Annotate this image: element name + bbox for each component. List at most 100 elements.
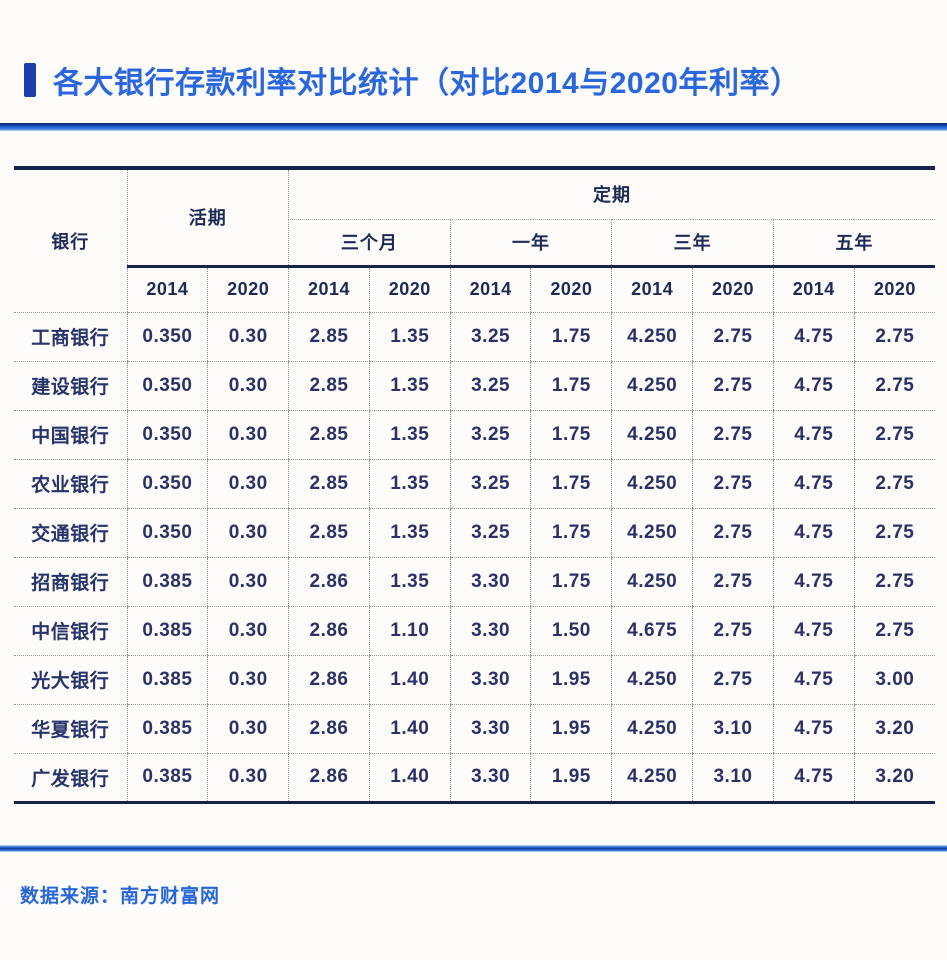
year-header-cell: 2020 (853, 266, 935, 313)
rate-value-cell: 4.250 (611, 557, 693, 607)
rate-value-cell: 0.385 (126, 753, 208, 804)
header-term-row: 三个月 一年 三年 五年 (14, 219, 935, 268)
rate-value-cell: 4.250 (611, 312, 693, 362)
year-header-cell: 2014 (449, 266, 531, 313)
rate-value-cell: 4.75 (772, 606, 855, 656)
rate-value-cell: 1.75 (530, 508, 612, 558)
rate-value-cell: 2.86 (288, 606, 370, 656)
rate-value-cell: 2.85 (288, 410, 370, 460)
term-5-year-header: 五年 (772, 219, 935, 268)
rate-value-cell: 4.250 (611, 459, 693, 509)
rate-value-cell: 3.30 (449, 606, 531, 656)
rate-value-cell: 1.10 (368, 606, 451, 656)
rate-value-cell: 0.30 (207, 753, 289, 804)
year-header-cell: 2014 (288, 266, 370, 313)
page-title: 各大银行存款利率对比统计（对比2014与2020年利率） (53, 67, 801, 100)
data-source-text: 数据来源：南方财富网 (20, 885, 221, 907)
rate-value-cell: 2.86 (288, 655, 370, 705)
rate-value-cell: 1.95 (530, 753, 612, 804)
rate-value-cell: 3.25 (449, 410, 531, 460)
rate-value-cell: 2.86 (288, 753, 370, 804)
rate-value-cell: 4.250 (611, 508, 693, 558)
rate-value-cell: 3.25 (449, 459, 531, 509)
rate-value-cell: 2.75 (853, 361, 935, 411)
year-header-cell: 2020 (368, 266, 451, 313)
rate-value-cell: 3.20 (853, 753, 935, 804)
rate-value-cell: 1.40 (368, 704, 451, 754)
bank-name-cell: 中信银行 (14, 606, 127, 656)
header-group-row: 银行 活期 定期 (14, 168, 935, 313)
rate-value-cell: 2.75 (853, 410, 935, 460)
rate-value-cell: 3.25 (449, 312, 531, 362)
rate-value-cell: 4.75 (772, 753, 855, 804)
rate-value-cell: 2.75 (692, 655, 774, 705)
rate-value-cell: 1.75 (530, 459, 612, 509)
rate-value-cell: 1.95 (530, 704, 612, 754)
rate-value-cell: 2.85 (288, 508, 370, 558)
rate-value-cell: 3.30 (449, 753, 531, 804)
rate-value-cell: 0.30 (207, 361, 289, 411)
rate-value-cell: 4.250 (611, 655, 693, 705)
header-years-row: 2014 2020 2014 2020 2014 2020 2014 2020 2014 2020 (14, 266, 935, 313)
rate-value-cell: 1.35 (368, 312, 451, 362)
rate-value-cell: 4.250 (611, 704, 693, 754)
rate-value-cell: 4.250 (611, 361, 693, 411)
bank-name-cell: 招商银行 (14, 557, 127, 607)
term-1-year-header: 一年 (449, 219, 612, 268)
rate-value-cell: 3.10 (692, 704, 774, 754)
rate-value-cell: 4.75 (772, 557, 855, 607)
rate-value-cell: 0.385 (126, 704, 208, 754)
demand-deposit-header: 活期 (126, 168, 289, 268)
bank-name-cell: 光大银行 (14, 655, 127, 705)
rate-value-cell: 4.250 (611, 753, 693, 804)
rate-value-cell: 3.20 (853, 704, 935, 754)
table-row: 建设银行 0.350 0.30 2.85 1.35 3.25 1.75 4.250 2.75 4.… (14, 361, 935, 411)
top-divider-line (0, 123, 947, 131)
year-header-cell: 2020 (207, 266, 289, 313)
rate-value-cell: 1.50 (530, 606, 612, 656)
year-header-cell: 2014 (126, 266, 208, 313)
rate-value-cell: 1.35 (368, 459, 451, 509)
rate-value-cell: 2.85 (288, 459, 370, 509)
rate-value-cell: 1.75 (530, 557, 612, 607)
rate-value-cell: 1.75 (530, 361, 612, 411)
rate-value-cell: 1.75 (530, 312, 612, 362)
rate-value-cell: 0.350 (126, 361, 208, 411)
rate-value-cell: 1.35 (368, 508, 451, 558)
rate-value-cell: 2.75 (692, 508, 774, 558)
term-3-month-header: 三个月 (288, 219, 451, 268)
rate-value-cell: 0.350 (126, 312, 208, 362)
bottom-divider-line (0, 844, 947, 852)
rate-value-cell: 1.40 (368, 753, 451, 804)
page-header: 各大银行存款利率对比统计（对比2014与2020年利率） (0, 0, 947, 102)
rate-value-cell: 0.30 (207, 557, 289, 607)
rate-value-cell: 4.75 (772, 704, 855, 754)
rate-value-cell: 2.86 (288, 557, 370, 607)
rate-value-cell: 2.75 (692, 459, 774, 509)
year-header-cell: 2014 (611, 266, 693, 313)
rate-value-cell: 3.25 (449, 361, 531, 411)
rate-value-cell: 4.75 (772, 361, 855, 411)
bank-name-cell: 建设银行 (14, 361, 127, 411)
rate-value-cell: 0.385 (126, 557, 208, 607)
rate-value-cell: 2.75 (692, 410, 774, 460)
rate-value-cell: 0.30 (207, 508, 289, 558)
rate-value-cell: 3.25 (449, 508, 531, 558)
bank-name-cell: 华夏银行 (14, 704, 127, 754)
table-row: 中国银行 0.350 0.30 2.85 1.35 3.25 1.75 4.250 2.75 4.… (14, 410, 935, 460)
year-header-cell: 2020 (530, 266, 612, 313)
table-row: 农业银行 0.350 0.30 2.85 1.35 3.25 1.75 4.250 2.75 4.… (14, 459, 935, 509)
rate-value-cell: 3.30 (449, 704, 531, 754)
rate-value-cell: 1.40 (368, 655, 451, 705)
bank-name-cell: 农业银行 (14, 459, 127, 509)
rate-value-cell: 2.75 (853, 606, 935, 656)
rate-value-cell: 2.75 (853, 557, 935, 607)
bank-name-cell: 广发银行 (14, 753, 127, 804)
rate-value-cell: 2.75 (853, 508, 935, 558)
rate-value-cell: 4.75 (772, 459, 855, 509)
rate-value-cell: 3.30 (449, 557, 531, 607)
table-row: 华夏银行 0.385 0.30 2.86 1.40 3.30 1.95 4.250 3.10 4.… (14, 704, 935, 754)
rate-value-cell: 0.350 (126, 459, 208, 509)
table-row: 工商银行 0.350 0.30 2.85 1.35 3.25 1.75 4.250 2.75 4.… (14, 312, 935, 362)
table-body: 工商银行 0.350 0.30 2.85 1.35 3.25 1.75 4.250 2.75 4.… (14, 312, 935, 804)
